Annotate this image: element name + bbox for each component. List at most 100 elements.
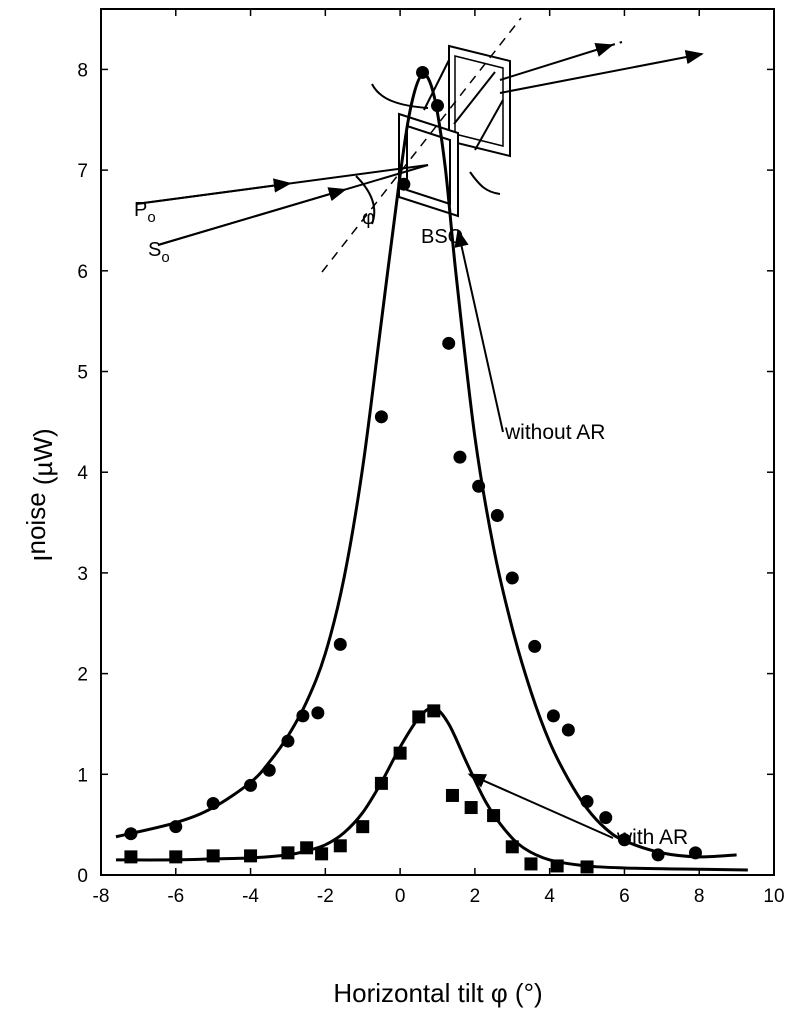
beam-out-upper — [499, 42, 614, 81]
beam-s-label: So — [148, 239, 170, 266]
angle-label: φ — [362, 207, 375, 229]
inset-labels: Po So φ BSO — [134, 199, 463, 266]
x-tick-label: 0 — [395, 886, 406, 907]
point-with-ar — [315, 847, 329, 861]
x-tick-label: -6 — [167, 886, 184, 907]
point-with-ar — [300, 841, 314, 855]
y-axis-ticks: 0 1 2 3 4 5 6 7 8 — [77, 60, 774, 887]
point-without-ar — [397, 177, 411, 191]
angle-arc — [355, 175, 376, 225]
point-without-ar — [561, 723, 575, 737]
electrode-wire-top — [371, 83, 429, 109]
point-without-ar — [333, 637, 347, 651]
beam-s-subscript: o — [161, 249, 169, 266]
beam-s-arrow — [157, 187, 347, 246]
annotation-without-ar-label: without AR — [504, 421, 605, 444]
x-axis-title: Horizontal tilt φ (°) — [333, 978, 542, 1008]
beam-p-label: Po — [134, 199, 156, 226]
point-with-ar — [333, 839, 347, 853]
y-tick-label: 2 — [77, 665, 88, 686]
crystal-label: BSO — [421, 226, 463, 248]
point-with-ar — [206, 849, 220, 863]
y-axis-title: Inoise (µW) — [21, 428, 58, 561]
point-without-ar — [505, 571, 519, 585]
x-tick-label: 8 — [694, 886, 705, 907]
x-axis-ticks: -8 -6 -4 -2 0 2 4 6 8 10 — [93, 9, 785, 907]
point-with-ar — [427, 704, 441, 718]
annotation-with-ar-arrow — [467, 773, 614, 839]
y-axis-title-main: I — [28, 554, 58, 561]
point-with-ar — [244, 849, 258, 863]
point-without-ar — [688, 846, 702, 860]
y-tick-label: 8 — [77, 60, 88, 81]
beam-p-subscript: o — [147, 209, 155, 226]
y-tick-label: 3 — [77, 564, 88, 585]
crystal-normal-dashed — [321, 17, 522, 273]
data-points — [124, 65, 702, 874]
crystal-schematic — [135, 17, 704, 273]
point-without-ar — [311, 706, 325, 720]
point-with-ar — [445, 788, 459, 802]
point-with-ar — [393, 746, 407, 760]
beam-p-arrow — [135, 178, 292, 205]
point-without-ar — [546, 709, 560, 723]
electrode-wire-bottom — [469, 171, 501, 195]
point-without-ar — [442, 336, 456, 350]
y-tick-label: 7 — [77, 161, 88, 182]
point-without-ar — [617, 833, 631, 847]
point-with-ar — [524, 857, 538, 871]
point-without-ar — [244, 778, 258, 792]
y-tick-label: 1 — [77, 765, 88, 786]
point-without-ar — [262, 763, 276, 777]
point-without-ar — [580, 794, 594, 808]
y-tick-label: 4 — [77, 463, 88, 484]
crystal-edge-top — [423, 59, 450, 111]
x-tick-label: 6 — [619, 886, 630, 907]
beam-out-lower — [499, 50, 704, 94]
annotation-with-ar: with AR — [467, 773, 688, 849]
point-with-ar — [281, 846, 295, 860]
crystal-edge-top-right — [453, 71, 496, 125]
crystal-back-frame-inner — [454, 55, 504, 147]
point-without-ar — [490, 509, 504, 523]
point-without-ar — [206, 797, 220, 811]
point-with-ar — [505, 840, 519, 854]
point-without-ar — [416, 65, 430, 79]
point-without-ar — [431, 99, 444, 113]
point-without-ar — [169, 820, 183, 834]
point-without-ar — [281, 734, 295, 748]
x-tick-label: -4 — [242, 886, 259, 907]
point-without-ar — [374, 410, 388, 424]
beam-out-upper-dash — [611, 41, 623, 46]
x-tick-label: -8 — [93, 886, 110, 907]
y-tick-label: 6 — [77, 262, 88, 283]
y-tick-label: 5 — [77, 363, 88, 384]
point-without-ar — [599, 811, 613, 825]
point-with-ar — [412, 710, 426, 724]
point-with-ar — [464, 801, 478, 815]
point-with-ar — [356, 820, 370, 834]
point-with-ar — [124, 850, 138, 864]
point-with-ar — [169, 850, 183, 864]
point-without-ar — [296, 709, 310, 723]
point-without-ar — [472, 479, 486, 493]
point-with-ar — [550, 859, 564, 873]
point-without-ar — [651, 848, 665, 862]
plot-frame — [100, 8, 775, 876]
x-tick-label: 4 — [544, 886, 555, 907]
annotation-with-ar-label: with AR — [616, 826, 688, 849]
y-axis-title-subscript: noise — [21, 492, 51, 554]
x-tick-label: 2 — [470, 886, 481, 907]
x-tick-label: -2 — [317, 886, 334, 907]
point-with-ar — [374, 776, 388, 790]
point-with-ar — [580, 860, 594, 874]
point-without-ar — [528, 639, 542, 653]
point-without-ar — [453, 450, 467, 464]
crystal-back-frame — [448, 44, 511, 158]
y-tick-label: 0 — [77, 866, 88, 887]
annotation-without-ar-arrow — [454, 228, 504, 433]
point-with-ar — [487, 809, 501, 823]
crystal-edge-bottom — [474, 99, 504, 151]
y-axis-title-unit: (µW) — [28, 428, 58, 492]
